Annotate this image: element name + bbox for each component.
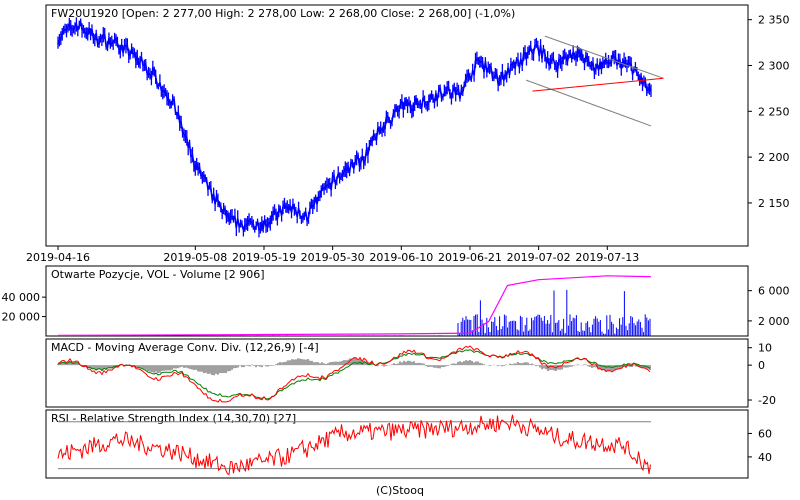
volume-title: Otwarte Pozycje, VOL - Volume [2 906]	[51, 268, 265, 281]
volume-left-tick-label: 20 000	[2, 311, 41, 324]
open-interest-line	[57, 275, 652, 336]
volume-left-tick-label: 40 000	[2, 291, 41, 304]
price-xtick-label: 2019-05-08	[163, 251, 227, 264]
trendline-0	[544, 35, 664, 79]
price-ytick-label: 2 250	[758, 105, 790, 118]
price-xtick-label: 2019-06-10	[369, 251, 433, 264]
price-xtick-label: 2019-07-13	[575, 251, 639, 264]
macd-signal-line	[57, 349, 651, 400]
macd-tick-label: -20	[758, 394, 776, 407]
footer-copyright: (C)Stooq	[376, 484, 424, 497]
price-series-line	[57, 18, 652, 232]
macd-line	[57, 345, 651, 403]
trendline-1	[525, 79, 652, 127]
rsi-tick-label: 40	[758, 451, 772, 464]
rsi-line	[57, 414, 651, 476]
price-xtick-label: 2019-05-19	[232, 251, 296, 264]
price-xtick-label: 2019-06-21	[438, 251, 502, 264]
price-xtick-label: 2019-04-16	[26, 251, 90, 264]
price-ytick-label: 2 350	[758, 14, 790, 27]
price-panel	[45, 4, 749, 247]
macd-tick-label: 10	[758, 342, 772, 355]
trendline-2	[532, 77, 664, 92]
price-title: FW20U1920 [Open: 2 277,00 High: 2 278,00…	[51, 7, 515, 20]
rsi-tick-label: 60	[758, 427, 772, 440]
price-ytick-label: 2 200	[758, 151, 790, 164]
price-xtick-label: 2019-05-30	[301, 251, 365, 264]
macd-title: MACD - Moving Average Conv. Div. (12,26,…	[51, 341, 319, 354]
macd-panel	[45, 338, 749, 408]
volume-right-tick-label: 2 000	[758, 315, 790, 328]
macd-tick-label: 0	[758, 359, 765, 372]
rsi-title: RSI - Relative Strength Index (14,30,70)…	[51, 412, 296, 425]
volume-right-tick-label: 6 000	[758, 285, 790, 298]
price-ytick-label: 2 300	[758, 59, 790, 72]
price-xtick-label: 2019-07-02	[507, 251, 571, 264]
price-ytick-label: 2 150	[758, 197, 790, 210]
